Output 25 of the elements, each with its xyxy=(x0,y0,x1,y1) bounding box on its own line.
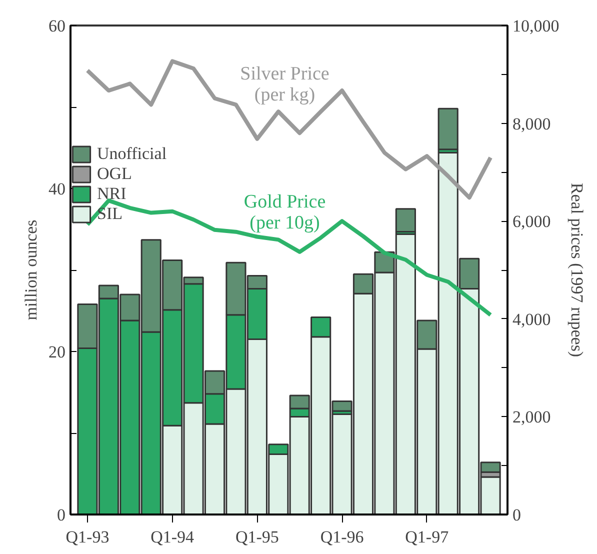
y-tick-label: 20 xyxy=(48,342,66,362)
legend-label: SIL xyxy=(97,204,122,224)
x-tick-label: Q1-97 xyxy=(405,528,450,546)
y2-tick-label: 10,000 xyxy=(512,16,560,36)
y2-tick-label: 2,000 xyxy=(512,408,551,427)
legend-label: NRI xyxy=(97,184,126,204)
y2-tick-label: 8,000 xyxy=(512,114,551,134)
y-tick-label: 40 xyxy=(48,180,66,198)
bar xyxy=(395,208,416,232)
y-tick-label: 60 xyxy=(48,16,66,36)
series-label: Gold Price (per 10g) xyxy=(244,192,326,234)
y-axis-title: million ounces xyxy=(22,220,40,320)
x-tick-label: Q1-95 xyxy=(235,528,279,546)
x-tick-label: Q1-93 xyxy=(66,528,110,546)
y2-tick-label: 6,000 xyxy=(512,212,551,232)
y-tick-label: 0 xyxy=(57,506,66,524)
x-tick-label: Q1-94 xyxy=(150,528,195,546)
legend-label: OGL xyxy=(97,164,132,184)
series-label: Silver Price (per kg) xyxy=(240,64,330,106)
y2-tick-label: 4,000 xyxy=(512,310,551,329)
y2-tick-label: 0 xyxy=(512,506,521,524)
legend-label: Unofficial xyxy=(97,144,167,164)
y2-axis-title: Real prices (1997 rupees) xyxy=(567,182,586,358)
x-tick-label: Q1-96 xyxy=(320,528,364,546)
bar xyxy=(438,108,458,150)
